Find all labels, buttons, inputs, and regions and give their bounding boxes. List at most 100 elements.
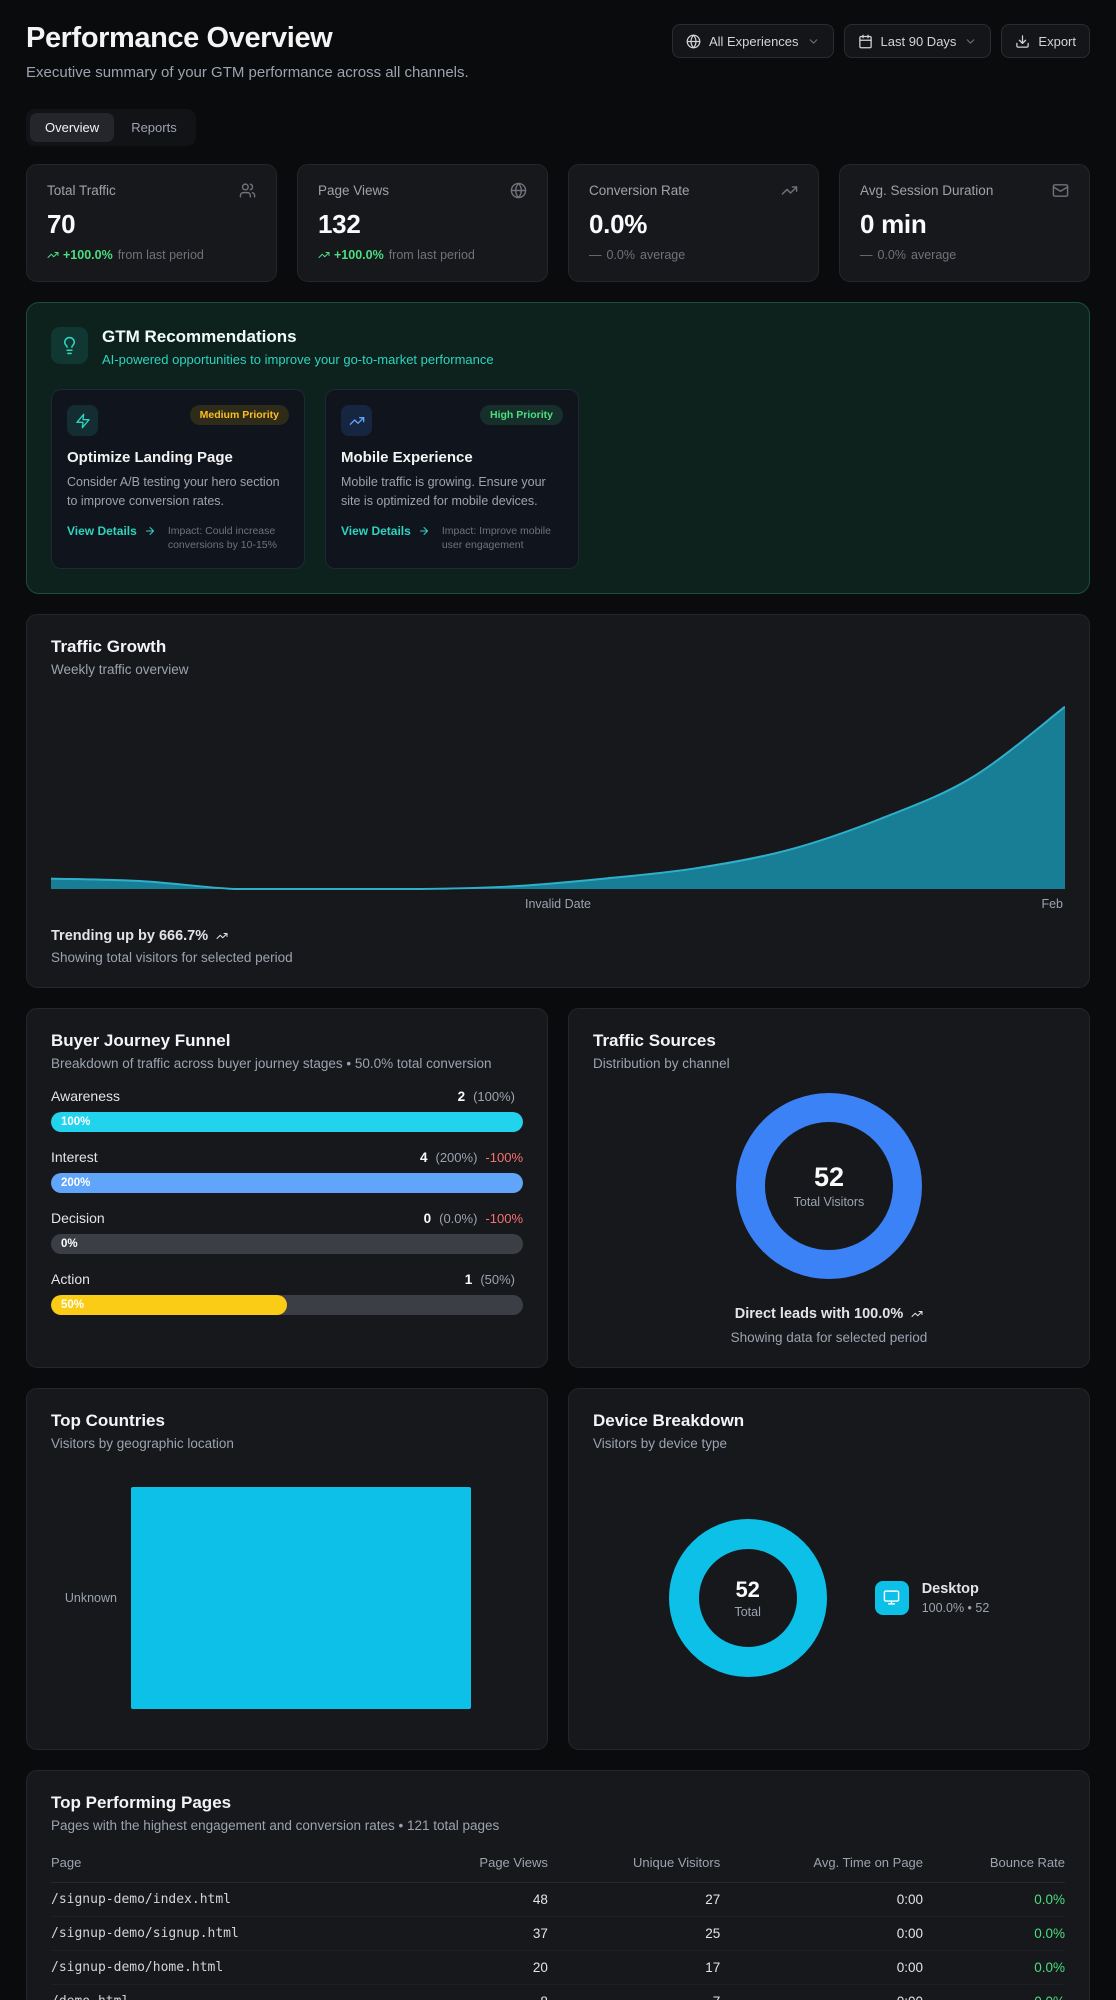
trending-up-icon — [341, 405, 372, 436]
stat-value: 132 — [318, 209, 361, 239]
donut-total-label: Total Visitors — [793, 1195, 865, 1210]
stat-delta-value: +100.0% — [63, 248, 113, 262]
device-donut-chart: 52 Total Desktop 100.0% • 52 — [593, 1469, 1065, 1727]
funnel-bar-fill — [51, 1172, 523, 1193]
arrow-right-icon — [419, 526, 428, 535]
trend-label: Trending up by 666.7% — [51, 927, 209, 944]
funnel-stage-action: Action 1 (50%) 50% — [51, 1271, 523, 1315]
gtm-header: GTM Recommendations AI-powered opportuni… — [51, 327, 1065, 367]
stat-delta-dash: — — [589, 248, 602, 262]
funnel-stage-pct: (100%) — [473, 1088, 515, 1104]
zap-icon — [67, 405, 98, 436]
donut-total-value: 52 — [813, 1162, 845, 1193]
device-legend: Desktop 100.0% • 52 — [874, 1580, 990, 1615]
x-axis-labels: Invalid Date Feb — [51, 897, 1065, 915]
unique-visitors-cell: 27 — [547, 1882, 721, 1917]
funnel-stage-label: Awareness — [51, 1087, 121, 1104]
funnel-stage-pct: (0.0%) — [439, 1210, 478, 1226]
stat-delta-value: +100.0% — [334, 248, 384, 262]
column-header-bounce-rate: Bounce Rate — [923, 1845, 1065, 1883]
funnel-stage-stats: 0 (0.0%) -100% — [424, 1211, 523, 1226]
card-title: Traffic Growth — [51, 636, 167, 656]
stat-delta-note: average — [640, 248, 686, 262]
table-row: /signup-demo/signup.html 37 25 0:00 0.0% — [51, 1916, 1065, 1951]
table-row: /demo.html 8 7 0:00 0.0% — [51, 1984, 1065, 2000]
page-views-cell: 37 — [395, 1916, 548, 1951]
stat-delta-value: 0.0% — [606, 248, 636, 262]
recommendation-description: Mobile traffic is growing. Ensure your s… — [341, 475, 546, 508]
bounce-rate-cell: 0.0% — [923, 1984, 1065, 2000]
stat-delta-note: average — [911, 248, 957, 262]
funnel-stage-label: Decision — [51, 1209, 105, 1226]
date-range-label: Last 90 Days — [880, 33, 957, 49]
experience-filter-button[interactable]: All Experiences — [671, 24, 834, 58]
countries-bar-chart: Unknown — [51, 1469, 523, 1727]
unique-visitors-cell: 25 — [547, 1916, 721, 1951]
globe-icon — [686, 34, 701, 48]
funnel-stage-header: Interest 4 (200%) -100% — [51, 1149, 523, 1165]
table-header-row: Page Page Views Unique Visitors Avg. Tim… — [51, 1845, 1065, 1883]
avg-time-cell: 0:00 — [720, 1882, 924, 1917]
stat-delta-up: +100.0% — [47, 248, 113, 262]
stat-delta-note: from last period — [117, 248, 204, 262]
stat-delta: +100.0% from last period — [47, 248, 256, 262]
arrow-right-icon — [145, 526, 154, 535]
view-details-link[interactable]: View Details — [67, 524, 156, 538]
chevron-down-icon — [967, 38, 975, 44]
funnel-stage-header: Action 1 (50%) — [51, 1271, 523, 1287]
view-details-link[interactable]: View Details — [341, 524, 430, 538]
date-range-button[interactable]: Last 90 Days — [843, 24, 992, 58]
table-row: /signup-demo/index.html 48 27 0:00 0.0% — [51, 1882, 1065, 1917]
table-row: /signup-demo/home.html 20 17 0:00 0.0% — [51, 1950, 1065, 1985]
stat-delta-note: from last period — [388, 248, 475, 262]
lower-row: Top Countries Visitors by geographic loc… — [26, 1387, 1090, 1750]
view-details-label: View Details — [67, 523, 137, 538]
middle-row: Buyer Journey Funnel Breakdown of traffi… — [26, 1007, 1090, 1368]
stats-row: Total Traffic 70 +100.0% from last perio… — [26, 164, 1090, 282]
stat-card-conversion-rate: Conversion Rate 0.0% — 0.0% average — [568, 164, 819, 282]
recommendation-description: Consider A/B testing your hero section t… — [67, 475, 280, 508]
x-axis-label: Feb — [1041, 896, 1063, 911]
funnel-stage-delta: -100% — [485, 1210, 523, 1226]
traffic-sources-chart: 52 Total Visitors — [593, 1092, 1065, 1279]
unique-visitors-cell: 7 — [547, 1984, 721, 2000]
funnel-stage-header: Awareness 2 (100%) — [51, 1088, 523, 1104]
stat-card-page-views: Page Views 132 +100.0% from last period — [297, 164, 548, 282]
funnel-bar-fill — [51, 1111, 523, 1132]
stat-delta-value: 0.0% — [877, 248, 907, 262]
top-countries-card: Top Countries Visitors by geographic loc… — [26, 1387, 548, 1750]
export-label: Export — [1038, 33, 1076, 49]
country-bar — [131, 1486, 471, 1709]
recommendation-header: High Priority — [341, 405, 563, 436]
column-header-page: Page — [51, 1845, 396, 1883]
funnel-stage-header: Decision 0 (0.0%) -100% — [51, 1210, 523, 1226]
page-subtitle: Executive summary of your GTM performanc… — [26, 64, 469, 81]
funnel-stage-label: Interest — [51, 1148, 98, 1165]
export-button[interactable]: Export — [1001, 24, 1090, 58]
mail-icon — [1052, 184, 1069, 197]
funnel-stage-label: Action — [51, 1270, 90, 1287]
trending-up-icon — [318, 252, 330, 258]
device-donut: 52 Total — [668, 1518, 827, 1677]
stat-label: Conversion Rate — [589, 183, 690, 198]
country-axis-label: Unknown — [64, 1590, 117, 1605]
stat-header: Page Views — [318, 182, 527, 199]
gtm-title: GTM Recommendations — [102, 327, 297, 346]
tab-reports[interactable]: Reports — [131, 120, 177, 135]
traffic-growth-footer: Trending up by 666.7% Showing total visi… — [51, 928, 1065, 965]
funnel-stage-count: 0 — [423, 1210, 432, 1226]
area-line — [51, 705, 1065, 890]
legend-text: Desktop 100.0% • 52 — [922, 1581, 990, 1615]
page-path-cell: /signup-demo/home.html — [51, 1950, 396, 1985]
stat-header: Total Traffic — [47, 182, 256, 199]
tab-overview[interactable]: Overview — [30, 113, 115, 142]
download-icon — [1016, 34, 1030, 48]
bounce-rate-cell: 0.0% — [923, 1882, 1065, 1917]
page-views-cell: 8 — [395, 1984, 548, 2000]
country-bar-area — [131, 1469, 523, 1727]
funnel-stage-stats: 1 (50%) — [465, 1272, 523, 1287]
page-title: Performance Overview — [26, 22, 333, 54]
bounce-rate-cell: 0.0% — [923, 1916, 1065, 1951]
traffic-sources-footer: Direct leads with 100.0% Showing data fo… — [593, 1305, 1065, 1345]
